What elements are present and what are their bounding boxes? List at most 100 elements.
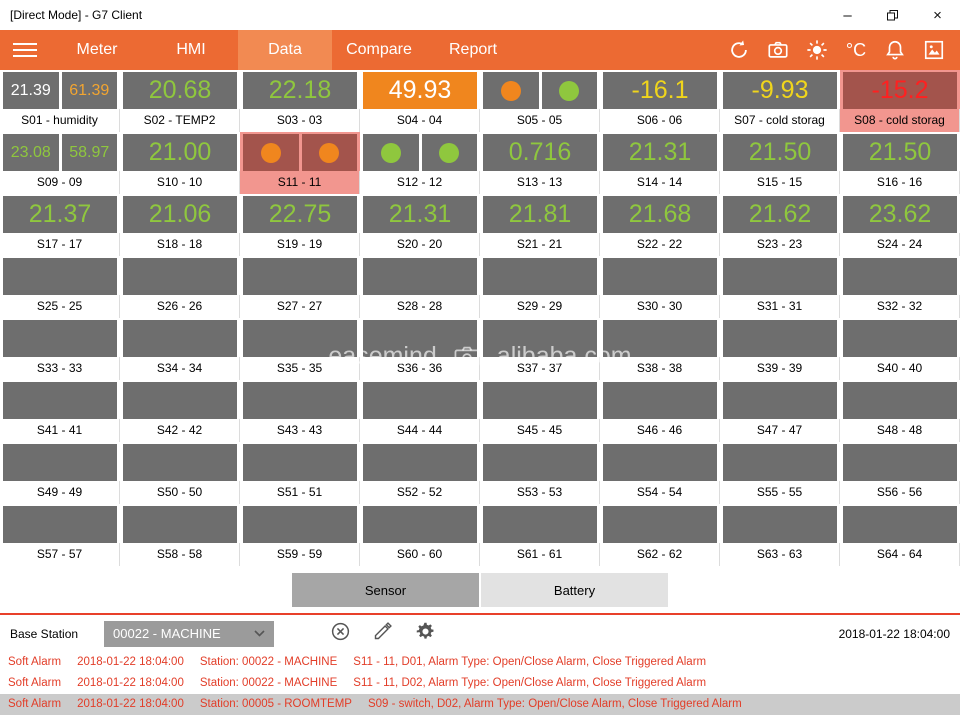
tile-s04[interactable]: 49.93 S04 - 04 — [360, 70, 480, 132]
tile-s13[interactable]: 0.716 S13 - 13 — [480, 132, 600, 194]
tile-s52[interactable]: S52 - 52 — [360, 442, 480, 504]
tile-s64[interactable]: S64 - 64 — [840, 504, 960, 566]
tile-s09[interactable]: 23.08 58.97 S09 - 09 — [0, 132, 120, 194]
tile-s62[interactable]: S62 - 62 — [600, 504, 720, 566]
minimize-button[interactable]: – — [843, 6, 852, 24]
tile-s25[interactable]: S25 - 25 — [0, 256, 120, 318]
tile-label: S19 - 19 — [240, 233, 360, 256]
settings-button[interactable] — [415, 621, 436, 647]
tile-s49[interactable]: S49 - 49 — [0, 442, 120, 504]
tile-s63[interactable]: S63 - 63 — [720, 504, 840, 566]
tile-s45[interactable]: S45 - 45 — [480, 380, 600, 442]
tile-s36[interactable]: S36 - 36 — [360, 318, 480, 380]
alarm-log-row[interactable]: Soft Alarm 2018-01-22 18:04:00 Station: 00… — [0, 652, 960, 673]
tile-value-area: 22.75 — [243, 196, 357, 233]
tile-s17[interactable]: 21.37 S17 - 17 — [0, 194, 120, 256]
tile-label: S24 - 24 — [840, 233, 960, 256]
tile-s22[interactable]: 21.68 S22 - 22 — [600, 194, 720, 256]
tile-s16[interactable]: 21.50 S16 - 16 — [840, 132, 960, 194]
tile-label: S27 - 27 — [240, 295, 360, 318]
tab-data[interactable]: Data — [238, 30, 332, 70]
tile-s46[interactable]: S46 - 46 — [600, 380, 720, 442]
tile-s61[interactable]: S61 - 61 — [480, 504, 600, 566]
tile-s32[interactable]: S32 - 32 — [840, 256, 960, 318]
tile-s42[interactable]: S42 - 42 — [120, 380, 240, 442]
tile-s20[interactable]: 21.31 S20 - 20 — [360, 194, 480, 256]
sensor-tab[interactable]: Sensor — [292, 573, 479, 607]
tile-s53[interactable]: S53 - 53 — [480, 442, 600, 504]
tile-s29[interactable]: S29 - 29 — [480, 256, 600, 318]
temperature-unit[interactable]: °C — [845, 39, 867, 60]
tile-s23[interactable]: 21.62 S23 - 23 — [720, 194, 840, 256]
tile-value-area — [723, 506, 837, 543]
menu-icon[interactable] — [0, 30, 50, 70]
tile-s55[interactable]: S55 - 55 — [720, 442, 840, 504]
tile-s03[interactable]: 22.18 S03 - 03 — [240, 70, 360, 132]
snapshot-icon[interactable] — [922, 38, 946, 62]
tile-s30[interactable]: S30 - 30 — [600, 256, 720, 318]
tile-s14[interactable]: 21.31 S14 - 14 — [600, 132, 720, 194]
tile-s11[interactable]: S11 - 11 — [240, 132, 360, 194]
tile-s39[interactable]: S39 - 39 — [720, 318, 840, 380]
tile-s33[interactable]: S33 - 33 — [0, 318, 120, 380]
orange-status-dot-icon — [500, 80, 521, 101]
tab-compare[interactable]: Compare — [346, 41, 412, 58]
restore-button[interactable] — [870, 0, 915, 30]
tab-hmi[interactable]: HMI — [176, 41, 206, 58]
tile-s44[interactable]: S44 - 44 — [360, 380, 480, 442]
tile-s06[interactable]: -16.1 S06 - 06 — [600, 70, 720, 132]
tile-s26[interactable]: S26 - 26 — [120, 256, 240, 318]
tile-s60[interactable]: S60 - 60 — [360, 504, 480, 566]
tile-s56[interactable]: S56 - 56 — [840, 442, 960, 504]
value-box: 21.37 — [3, 196, 117, 233]
tile-s41[interactable]: S41 - 41 — [0, 380, 120, 442]
tile-s57[interactable]: S57 - 57 — [0, 504, 120, 566]
tile-s54[interactable]: S54 - 54 — [600, 442, 720, 504]
tile-s47[interactable]: S47 - 47 — [720, 380, 840, 442]
brightness-icon[interactable] — [805, 38, 829, 62]
tile-s59[interactable]: S59 - 59 — [240, 504, 360, 566]
tile-s35[interactable]: S35 - 35 — [240, 318, 360, 380]
tile-s18[interactable]: 21.06 S18 - 18 — [120, 194, 240, 256]
battery-tab[interactable]: Battery — [481, 573, 668, 607]
close-button[interactable]: × — [933, 6, 942, 24]
tile-s07[interactable]: -9.93 S07 - cold storag — [720, 70, 840, 132]
tile-s24[interactable]: 23.62 S24 - 24 — [840, 194, 960, 256]
tile-s27[interactable]: S27 - 27 — [240, 256, 360, 318]
tile-s58[interactable]: S58 - 58 — [120, 504, 240, 566]
tile-s12[interactable]: S12 - 12 — [360, 132, 480, 194]
alarm-bell-icon[interactable] — [883, 38, 907, 62]
tile-s10[interactable]: 21.00 S10 - 10 — [120, 132, 240, 194]
tab-report[interactable]: Report — [448, 41, 498, 58]
value-box — [123, 382, 237, 419]
tile-s19[interactable]: 22.75 S19 - 19 — [240, 194, 360, 256]
clear-button[interactable] — [330, 621, 351, 647]
sync-icon[interactable] — [727, 38, 751, 62]
base-station-select[interactable]: 00022 - MACHINE — [104, 620, 275, 647]
tile-s51[interactable]: S51 - 51 — [240, 442, 360, 504]
tile-s15[interactable]: 21.50 S15 - 15 — [720, 132, 840, 194]
alarm-log-row[interactable]: Soft Alarm 2018-01-22 18:04:00 Station: 00… — [0, 694, 960, 715]
alarm-log-row[interactable]: Soft Alarm 2018-01-22 18:04:00 Station: 00… — [0, 673, 960, 694]
tile-s40[interactable]: S40 - 40 — [840, 318, 960, 380]
tab-meter[interactable]: Meter — [76, 41, 118, 58]
tile-s28[interactable]: S28 - 28 — [360, 256, 480, 318]
tile-s02[interactable]: 20.68 S02 - TEMP2 — [120, 70, 240, 132]
tile-s31[interactable]: S31 - 31 — [720, 256, 840, 318]
tile-label: S03 - 03 — [240, 109, 360, 132]
tile-s05[interactable]: S05 - 05 — [480, 70, 600, 132]
tile-s37[interactable]: S37 - 37 — [480, 318, 600, 380]
tile-s01[interactable]: 21.39 61.39 S01 - humidity — [0, 70, 120, 132]
edit-button[interactable] — [373, 621, 393, 646]
tile-s43[interactable]: S43 - 43 — [240, 380, 360, 442]
tile-s38[interactable]: S38 - 38 — [600, 318, 720, 380]
camera-icon[interactable] — [766, 38, 790, 62]
tile-s34[interactable]: S34 - 34 — [120, 318, 240, 380]
tile-s48[interactable]: S48 - 48 — [840, 380, 960, 442]
tile-s21[interactable]: 21.81 S21 - 21 — [480, 194, 600, 256]
value-box — [243, 382, 357, 419]
tile-s50[interactable]: S50 - 50 — [120, 442, 240, 504]
value-box — [723, 506, 837, 543]
tile-s08[interactable]: -15.2 S08 - cold storag — [840, 70, 960, 132]
value-box: -9.93 — [723, 72, 837, 109]
